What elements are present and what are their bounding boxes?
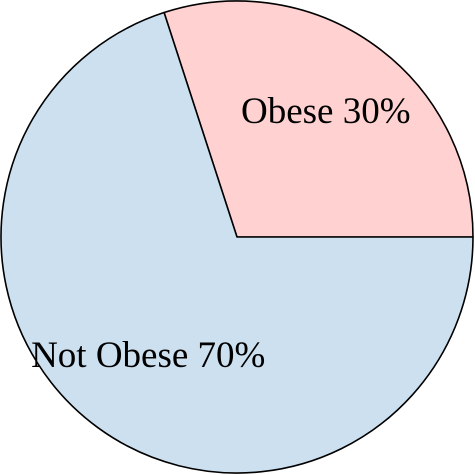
slice-value-label: 70%	[198, 336, 266, 377]
pie-slice	[0, 11, 474, 474]
slice-category: Not Obese	[31, 336, 188, 377]
slice-label: Not Obese 70%	[31, 336, 265, 377]
slice-value-label: 30%	[343, 91, 411, 132]
slice-category: Obese	[241, 91, 333, 132]
slice-label: Obese 30%	[241, 91, 411, 132]
pie-slice	[163, 0, 474, 238]
